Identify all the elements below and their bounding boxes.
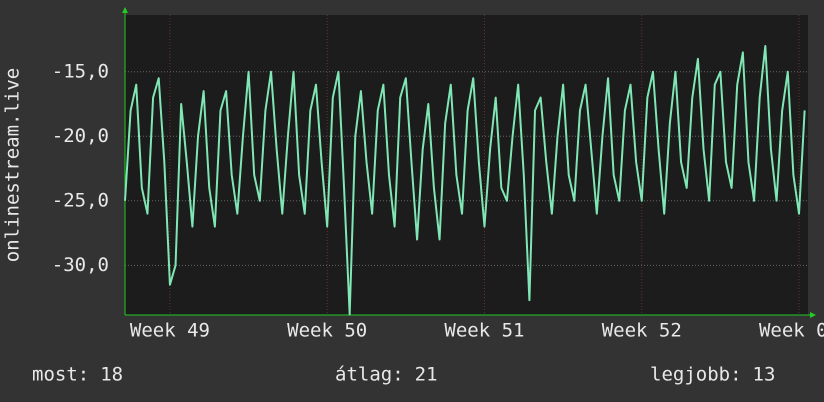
summary-value: 13 xyxy=(753,364,776,386)
y-tick-label: -20,0 xyxy=(52,125,109,147)
summary-value: 21 xyxy=(415,364,438,386)
axis-arrow xyxy=(810,312,816,318)
x-tick-label: Week 50 xyxy=(287,320,367,342)
x-tick-label: Week 51 xyxy=(444,320,524,342)
line-series xyxy=(124,44,806,316)
y-tick-label: -15,0 xyxy=(52,60,109,82)
summary-value: 18 xyxy=(100,364,123,386)
x-tick-label: Week 52 xyxy=(602,320,682,342)
summary-label: átlag: xyxy=(335,364,404,386)
axis-arrow xyxy=(122,7,128,13)
y-tick-label: -25,0 xyxy=(52,189,109,211)
summary-label: legjobb: xyxy=(650,364,742,386)
y-axis-label: onlinestream.live xyxy=(2,68,24,262)
y-tick-label: -30,0 xyxy=(52,254,109,276)
plot-area xyxy=(125,15,808,315)
x-tick-label: Week 49 xyxy=(130,320,210,342)
summary-label: most: xyxy=(32,364,89,386)
x-tick-label: Week 01 xyxy=(759,320,824,342)
